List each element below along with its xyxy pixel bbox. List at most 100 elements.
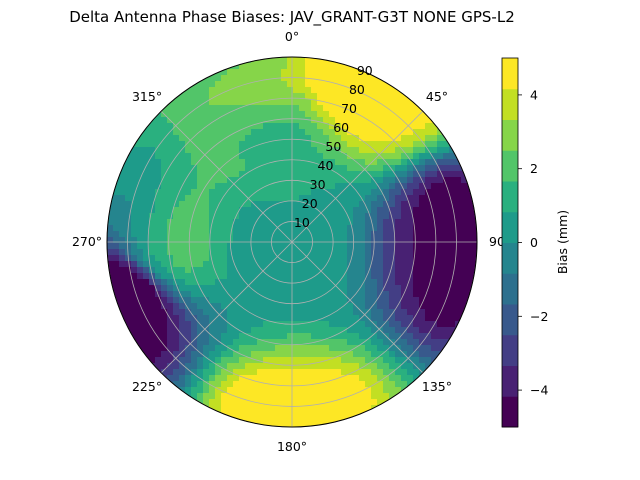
contour-cell [407, 351, 414, 358]
contour-cell [119, 261, 126, 268]
contour-cell [335, 255, 342, 262]
contour-cell [449, 165, 456, 172]
contour-cell [161, 285, 168, 292]
contour-cell [425, 351, 432, 358]
contour-cell [131, 219, 138, 226]
contour-cell [335, 195, 342, 202]
contour-cell [197, 159, 204, 166]
contour-cell [407, 93, 414, 100]
contour-cell [197, 231, 204, 238]
contour-cell [185, 207, 192, 214]
contour-cell [197, 393, 204, 400]
contour-cell [113, 225, 120, 232]
contour-cell [443, 141, 450, 148]
contour-cell [209, 147, 216, 154]
contour-cell [281, 291, 288, 298]
contour-cell [395, 141, 402, 148]
contour-cell [161, 189, 168, 196]
contour-cell [365, 219, 372, 226]
contour-cell [311, 267, 318, 274]
contour-cell [269, 339, 276, 346]
contour-cell [149, 201, 156, 208]
contour-cell [311, 345, 318, 352]
contour-cell [287, 135, 294, 142]
contour-cell [323, 351, 330, 358]
contour-cell [197, 201, 204, 208]
contour-cell [395, 81, 402, 88]
contour-cell [401, 285, 408, 292]
contour-cell [179, 375, 186, 382]
contour-cell [215, 333, 222, 340]
contour-cell [137, 321, 144, 328]
contour-cell [431, 153, 438, 160]
contour-cell [293, 171, 300, 178]
contour-cell [287, 105, 294, 112]
contour-cell [395, 291, 402, 298]
contour-cell [197, 93, 204, 100]
contour-cell [137, 243, 144, 250]
contour-cell [209, 375, 216, 382]
contour-cell [203, 177, 210, 184]
contour-cell [407, 135, 414, 142]
contour-cell [281, 195, 288, 202]
contour-cell [383, 189, 390, 196]
contour-cell [293, 405, 300, 412]
contour-cell [329, 201, 336, 208]
contour-cell [257, 195, 264, 202]
contour-cell [203, 285, 210, 292]
contour-cell [443, 327, 450, 334]
contour-cell [317, 87, 324, 94]
contour-cell [293, 123, 300, 130]
contour-cell [185, 357, 192, 364]
contour-cell [311, 321, 318, 328]
contour-cell [353, 363, 360, 370]
contour-cell [209, 129, 216, 136]
contour-cell [305, 99, 312, 106]
contour-cell [299, 339, 306, 346]
contour-cell [245, 327, 252, 334]
contour-cell [431, 165, 438, 172]
contour-cell [359, 111, 366, 118]
contour-cell [161, 237, 168, 244]
contour-cell [377, 117, 384, 124]
contour-cell [167, 213, 174, 220]
contour-cell [329, 159, 336, 166]
contour-cell [239, 117, 246, 124]
contour-cell [401, 321, 408, 328]
contour-cell [383, 75, 390, 82]
contour-cell [149, 237, 156, 244]
contour-cell [227, 117, 234, 124]
contour-cell [275, 171, 282, 178]
contour-cell [233, 381, 240, 388]
contour-cell [299, 333, 306, 340]
colorbar-label: Bias (mm) [555, 210, 570, 274]
contour-cell [269, 237, 276, 244]
contour-cell [425, 339, 432, 346]
contour-cell [431, 225, 438, 232]
contour-cell [419, 261, 426, 268]
contour-cell [413, 201, 420, 208]
contour-cell [239, 159, 246, 166]
contour-cell [359, 225, 366, 232]
contour-cell [335, 243, 342, 250]
contour-cell [179, 147, 186, 154]
contour-cell [431, 267, 438, 274]
contour-cell [143, 285, 150, 292]
contour-cell [359, 393, 366, 400]
contour-cell [293, 165, 300, 172]
contour-cell [455, 255, 462, 262]
contour-cell [137, 231, 144, 238]
contour-cell [251, 147, 258, 154]
contour-cell [413, 159, 420, 166]
contour-cell [203, 381, 210, 388]
contour-cell [419, 141, 426, 148]
contour-cell [305, 165, 312, 172]
contour-cell [167, 381, 174, 388]
contour-cell [347, 279, 354, 286]
contour-cell [305, 63, 312, 70]
contour-cell [395, 159, 402, 166]
contour-cell [377, 141, 384, 148]
contour-cell [257, 159, 264, 166]
contour-cell [341, 387, 348, 394]
